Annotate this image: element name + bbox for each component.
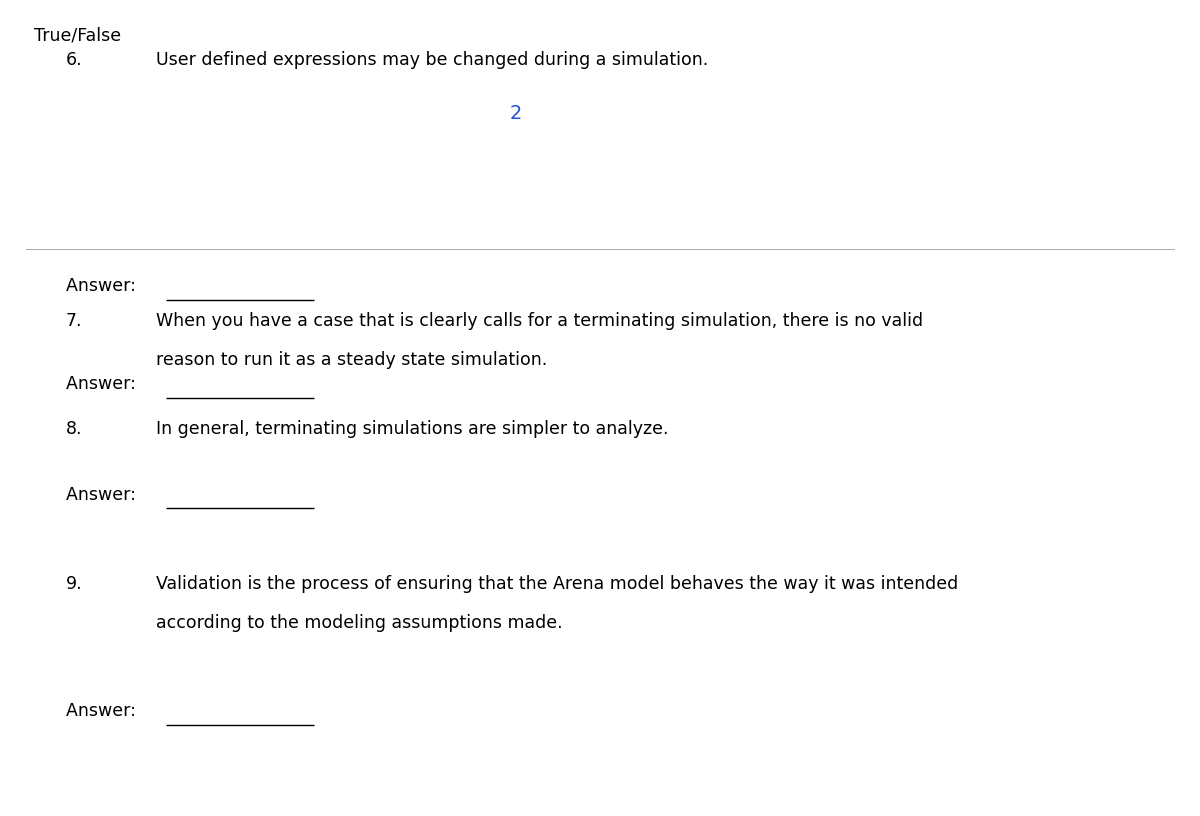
Text: Answer:: Answer:	[66, 702, 142, 720]
Text: Validation is the process of ensuring that the Arena model behaves the way it wa: Validation is the process of ensuring th…	[156, 575, 959, 593]
Text: Answer:: Answer:	[66, 375, 142, 393]
Text: In general, terminating simulations are simpler to analyze.: In general, terminating simulations are …	[156, 420, 668, 438]
Text: 8.: 8.	[66, 420, 83, 438]
Text: according to the modeling assumptions made.: according to the modeling assumptions ma…	[156, 614, 563, 632]
Text: reason to run it as a steady state simulation.: reason to run it as a steady state simul…	[156, 351, 547, 369]
Text: When you have a case that is clearly calls for a terminating simulation, there i: When you have a case that is clearly cal…	[156, 312, 923, 330]
Text: User defined expressions may be changed during a simulation.: User defined expressions may be changed …	[156, 51, 708, 69]
Text: 7.: 7.	[66, 312, 83, 330]
Text: Answer:: Answer:	[66, 486, 142, 503]
Text: Answer:: Answer:	[66, 277, 142, 295]
Text: 9.: 9.	[66, 575, 83, 593]
Text: 6.: 6.	[66, 51, 83, 69]
Text: 2: 2	[510, 104, 522, 123]
Text: True/False: True/False	[34, 26, 121, 44]
